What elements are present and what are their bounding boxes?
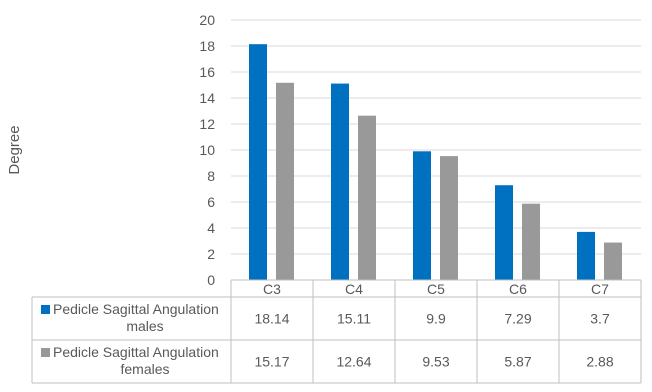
- bar-series1-C6: [495, 185, 513, 280]
- y-tick-label-14: 14: [199, 90, 215, 106]
- y-tick-label-6: 6: [207, 194, 215, 210]
- y-tick-label-8: 8: [207, 168, 215, 184]
- category-label-C3: C3: [263, 281, 281, 297]
- bars-layer: [249, 44, 622, 281]
- y-tick-label-0: 0: [207, 272, 215, 288]
- table-value-series2-C4: 12.64: [336, 354, 371, 370]
- bar-series1-C4: [331, 83, 349, 280]
- table-value-series1-C6: 7.29: [504, 311, 531, 327]
- y-tick-label-2: 2: [207, 246, 215, 262]
- table-value-series1-C4: 15.11: [337, 311, 371, 327]
- category-label-C6: C6: [509, 281, 527, 297]
- y-tick-label-4: 4: [207, 220, 215, 236]
- yticks-layer: 0 2 4 6 8 10 12 14 16 18 20: [199, 12, 215, 288]
- y-tick-label-20: 20: [199, 12, 215, 28]
- table-value-series2-C7: 2.88: [586, 354, 613, 370]
- category-label-C5: C5: [427, 281, 445, 297]
- legend-swatch-series1: [41, 305, 50, 314]
- legend-label-series2-line2: females: [120, 361, 169, 377]
- grid-layer: [231, 19, 641, 281]
- y-tick-label-10: 10: [199, 142, 215, 158]
- bar-series1-C7: [577, 231, 595, 280]
- legend-label-series2-line1: Pedicle Sagittal Angulation: [53, 344, 219, 360]
- legend-swatch-series2: [41, 348, 50, 357]
- y-tick-label-16: 16: [199, 64, 215, 80]
- legend-layer: Pedicle Sagittal AngulationmalesPedicle …: [41, 301, 219, 377]
- table-value-series1-C3: 18.14: [254, 311, 289, 327]
- table-value-series2-C6: 5.87: [504, 354, 531, 370]
- bar-series1-C3: [249, 44, 267, 281]
- bar-series2-C6: [522, 203, 540, 280]
- y-tick-label-18: 18: [199, 38, 215, 54]
- table-value-series2-C3: 15.17: [254, 354, 289, 370]
- legend-label-series1-line2: males: [126, 318, 163, 334]
- category-label-C7: C7: [591, 281, 609, 297]
- y-tick-label-12: 12: [199, 116, 215, 132]
- bar-series2-C7: [604, 242, 622, 280]
- bar-series1-C5: [413, 151, 431, 280]
- legend-label-series1-line1: Pedicle Sagittal Angulation: [53, 301, 219, 317]
- bar-series2-C5: [440, 156, 458, 280]
- table-layer: C3 C4 C5 C6 C7 18.14 15.11 9.9 7.29 3.7 15.17 12.64…: [31, 279, 642, 384]
- bar-series2-C4: [358, 115, 376, 281]
- table-value-series1-C7: 3.7: [590, 311, 610, 327]
- bar-series2-C3: [276, 82, 294, 280]
- table-value-series2-C5: 9.53: [422, 354, 449, 370]
- category-label-C4: C4: [345, 281, 363, 297]
- table-value-series1-C5: 9.9: [426, 311, 446, 327]
- y-axis-label: Degree: [6, 125, 23, 174]
